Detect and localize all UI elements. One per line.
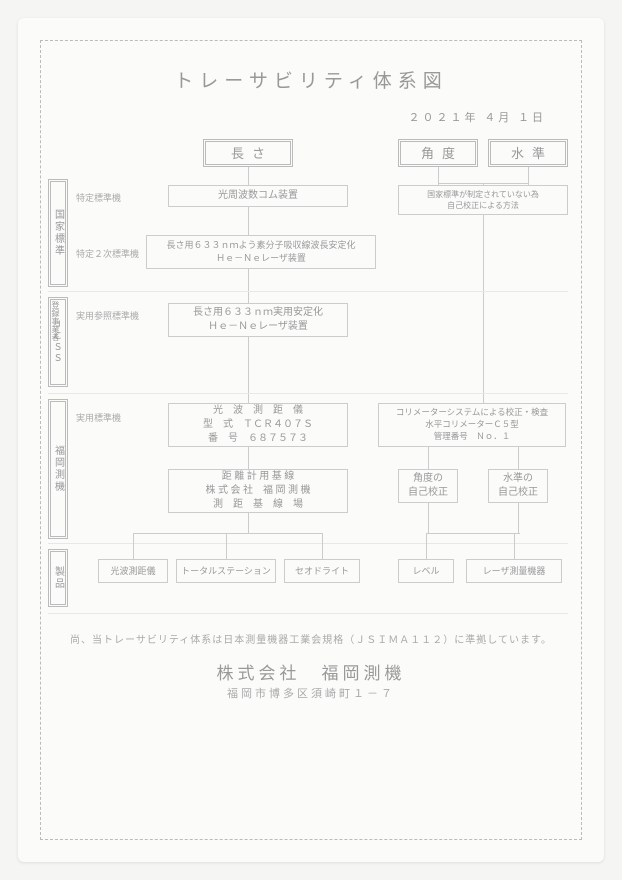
conn [248,269,249,303]
conn [518,447,519,469]
conn [248,167,249,185]
node-n1r-l2: 自己校正による方法 [447,200,519,211]
header-angle: 角度 [398,139,478,167]
node-n2-l2: Ｈｅ－Ｎｅレーザ装置 [216,252,306,265]
conn [528,167,529,185]
conn [428,447,429,469]
product-p2: トータルステーション [176,559,276,583]
node-n1r-l1: 国家標準が制定されていない為 [427,189,539,200]
sidebar-fukuoka: 福岡測機 [48,399,68,539]
conn [426,533,427,559]
header-length: 長さ [203,139,293,167]
conn [483,215,484,403]
node-n5b: 水準の 自己校正 [488,469,548,503]
node-n4: 光 波 測 距 儀 型 式 ＴＣＲ４０７Ｓ 番 号 ６８７５７３ [168,403,348,447]
node-n1: 光周波数コム装置 [168,185,348,207]
separator [48,543,568,544]
node-n1-text: 光周波数コム装置 [218,189,298,203]
conn [226,533,227,559]
conn [428,503,429,533]
conn [248,207,249,235]
conn [133,533,323,534]
label-r1a: 特定標準機 [76,191,121,204]
node-n5-l2: 株 式 会 社 福 岡 測 機 [206,484,311,498]
diagram-date: ２０２１年 ４月 １日 [48,109,546,125]
node-n4-l2: 型 式 ＴＣＲ４０７Ｓ [203,418,313,432]
node-n3-l1: 長さ用６３３ｎｍ実用安定化 [193,306,323,320]
conn [518,503,519,533]
node-n4-l3: 番 号 ６８７５７３ [208,432,308,446]
label-r2a: 実用参照標準機 [76,309,139,322]
company-address: 福岡市博多区須崎町１－７ [48,685,574,701]
conn [248,513,249,533]
node-n5b-l1: 水準の [503,472,533,486]
node-n5a-l1: 角度の [413,472,443,486]
node-n1r: 国家標準が制定されていない為 自己校正による方法 [398,185,568,215]
node-n5: 距 離 計 用 基 線 株 式 会 社 福 岡 測 機 測 距 基 線 場 [168,469,348,513]
separator [48,393,568,394]
conn [133,533,134,559]
conn [322,533,323,559]
separator [48,613,568,614]
node-n4r-l2: 水平コリメーターＣ５型 [425,419,519,431]
label-r3a: 実用標準機 [76,411,121,424]
node-n3-l2: Ｈｅ－Ｎｅレーザ装置 [208,320,308,334]
product-p4: レベル [398,559,454,583]
company-name: 株式会社 福岡測機 [48,659,574,684]
page: トレーサビリティ体系図 ２０２１年 ４月 １日 長さ 角度 水準 国家標準 特定… [18,18,604,862]
node-n4r: コリメーターシステムによる校正・検査 水平コリメーターＣ５型 管理番号 Ｎｏ．１ [378,403,566,447]
node-n5-l1: 距 離 計 用 基 線 [222,470,295,484]
node-n5a: 角度の 自己校正 [398,469,458,503]
conn [248,447,249,469]
node-n5b-l2: 自己校正 [498,486,538,500]
separator [48,291,568,292]
node-n2: 長さ用６３３ｎｍよう素分子吸収線波長安定化 Ｈｅ－Ｎｅレーザ装置 [146,235,376,269]
node-n5a-l2: 自己校正 [408,486,448,500]
conn [514,533,515,559]
product-p1: 光波測距儀 [98,559,168,583]
node-n3: 長さ用６３３ｎｍ実用安定化 Ｈｅ－Ｎｅレーザ装置 [168,303,348,337]
sidebar-products: 製品 [48,549,68,607]
header-level: 水準 [488,139,568,167]
node-n2-l1: 長さ用６３３ｎｍよう素分子吸収線波長安定化 [166,239,355,252]
sidebar-national: 国家標準 [48,179,68,287]
product-p5: レーザ測量機器 [466,559,562,583]
node-n5-l3: 測 距 基 線 場 [213,498,303,512]
product-p3: セオドライト [284,559,360,583]
diagram-body: 国家標準 特定標準機 特定２次標準機 光周波数コム装置 国家標準が制定されていな… [48,179,574,739]
sidebar-jcss-sub: 登録事業者 [50,301,61,341]
label-r1b: 特定２次標準機 [76,247,139,260]
node-n4r-l1: コリメーターシステムによる校正・検査 [396,407,548,419]
diagram-title: トレーサビリティ体系図 [48,66,574,93]
node-n4-l1: 光 波 測 距 儀 [213,404,303,418]
footer-note: 尚、当トレーサビリティ体系は日本測量機器工業会規格（ＪＳＩＭＡ１１２）に準拠して… [48,631,574,646]
conn [426,533,520,534]
node-n4r-l3: 管理番号 Ｎｏ．１ [434,431,511,443]
content-area: トレーサビリティ体系図 ２０２１年 ４月 １日 長さ 角度 水準 国家標準 特定… [48,48,574,832]
header-row: 長さ 角度 水準 [48,139,574,179]
